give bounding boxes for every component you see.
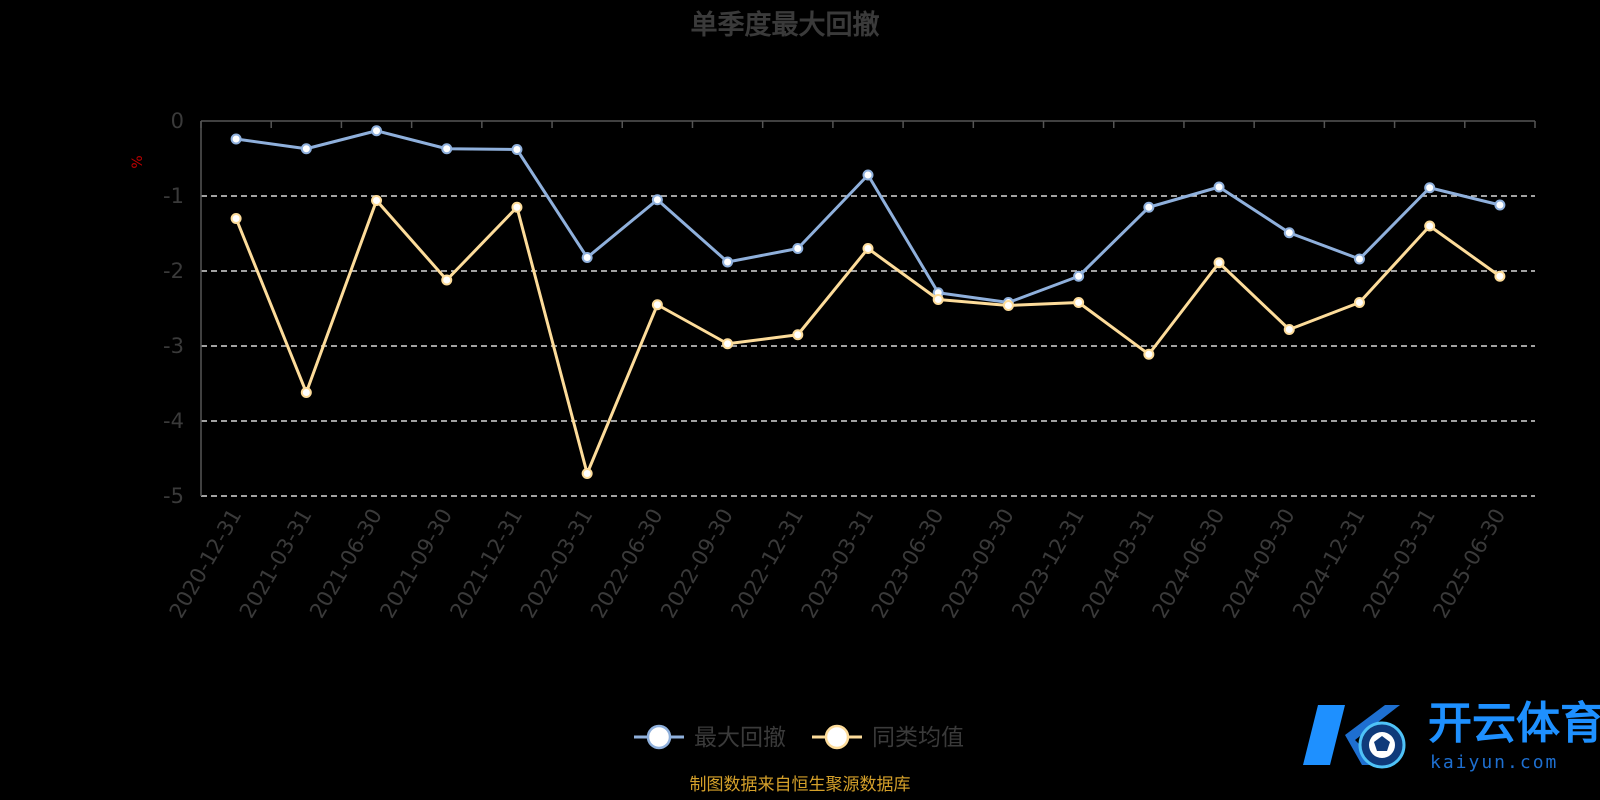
- axes: [200, 120, 1536, 496]
- x-tick-label: 2022-03-31: [516, 505, 598, 623]
- data-point: [862, 243, 874, 254]
- x-tick-label: 2024-09-30: [1218, 505, 1300, 623]
- x-tick-label: 2020-12-31: [165, 505, 247, 623]
- x-tick-label: 2022-12-31: [726, 505, 808, 623]
- x-tick-label: 2024-06-30: [1148, 505, 1230, 623]
- data-point: [722, 256, 734, 268]
- data-point: [1494, 199, 1506, 211]
- data-point: [1002, 300, 1014, 311]
- y-tick-label: -4: [163, 409, 184, 433]
- data-point: [932, 294, 944, 305]
- x-tick-label: 2022-06-30: [586, 505, 668, 623]
- footer-source: 制图数据来自恒生聚源数据库: [690, 775, 911, 795]
- data-point: [651, 194, 663, 206]
- data-point: [1213, 257, 1225, 269]
- data-point: [441, 143, 453, 155]
- data-point: [441, 274, 453, 286]
- legend-item-1[interactable]: 最大回撤: [634, 724, 786, 751]
- data-point: [1073, 270, 1085, 282]
- x-tick-label: 2025-03-31: [1358, 505, 1440, 623]
- data-point: [300, 387, 312, 398]
- data-point: [1073, 297, 1085, 308]
- y-tick-label: -5: [163, 484, 184, 508]
- y-tick-label: -2: [163, 259, 184, 283]
- x-tick-label: 2021-06-30: [305, 505, 387, 623]
- legend-item-2[interactable]: 同类均值: [812, 724, 964, 751]
- series-2: [230, 195, 1506, 479]
- data-point: [792, 329, 804, 341]
- data-point: [511, 201, 523, 213]
- data-point: [1213, 181, 1225, 193]
- data-point: [300, 143, 312, 155]
- data-point: [230, 213, 242, 224]
- y-axis-unit: %: [130, 155, 146, 168]
- data-point: [1283, 324, 1295, 335]
- x-tick-label: 2023-09-30: [937, 505, 1019, 623]
- legend-label: 最大回撤: [694, 725, 786, 751]
- data-point: [1353, 297, 1365, 308]
- data-point: [371, 195, 383, 206]
- data-point: [1424, 220, 1436, 232]
- legend-label: 同类均值: [872, 725, 964, 751]
- legend[interactable]: 最大回撤 同类均值: [634, 724, 964, 751]
- gridlines: [201, 195, 1535, 497]
- data-point: [371, 125, 383, 137]
- x-tick-label: 2024-03-31: [1077, 505, 1159, 623]
- data-point: [230, 133, 242, 145]
- watermark-logo: 开云体育 kaiyun.com: [1303, 698, 1600, 773]
- data-point: [792, 243, 804, 254]
- legend-marker: [824, 724, 850, 750]
- x-tick-label: 2025-06-30: [1428, 505, 1510, 623]
- x-tick-label: 2021-12-31: [445, 505, 527, 623]
- data-point: [722, 338, 734, 350]
- data-point: [1353, 253, 1365, 265]
- data-point: [1424, 182, 1436, 194]
- legend-marker: [646, 724, 672, 750]
- data-point: [1283, 227, 1295, 239]
- y-tick-label: -1: [163, 184, 184, 208]
- x-tick-label: 2024-12-31: [1288, 505, 1370, 623]
- x-tick-label: 2023-12-31: [1007, 505, 1089, 623]
- data-point: [1143, 348, 1155, 360]
- data-point: [511, 144, 523, 155]
- data-point: [1143, 201, 1155, 213]
- series-1: [230, 125, 1506, 308]
- series-group: [230, 125, 1506, 479]
- data-point: [862, 169, 874, 181]
- x-tick-label: 2021-03-31: [235, 505, 317, 623]
- data-point: [651, 299, 663, 311]
- logo-brand-text: 开云体育: [1428, 698, 1600, 749]
- y-axis-ticks: 0 -1 -2 -3 -4 -5: [163, 109, 184, 508]
- logo-domain-text: kaiyun.com: [1430, 752, 1558, 773]
- x-tick-label: 2021-09-30: [375, 504, 457, 622]
- y-tick-label: -3: [163, 334, 184, 358]
- chart-title: 单季度最大回撤: [691, 9, 880, 41]
- x-tick-label: 2023-03-31: [797, 505, 879, 623]
- x-axis-ticks: 2020-12-312021-03-312021-06-302021-09-30…: [165, 504, 1511, 622]
- y-tick-label: 0: [171, 109, 184, 133]
- x-tick-label: 2022-09-30: [656, 505, 738, 623]
- data-point: [581, 252, 593, 263]
- logo-k-icon: [1303, 705, 1406, 769]
- data-point: [581, 468, 593, 479]
- data-point: [1494, 270, 1506, 282]
- x-tick-label: 2023-06-30: [867, 504, 949, 622]
- series-line: [235, 129, 1501, 304]
